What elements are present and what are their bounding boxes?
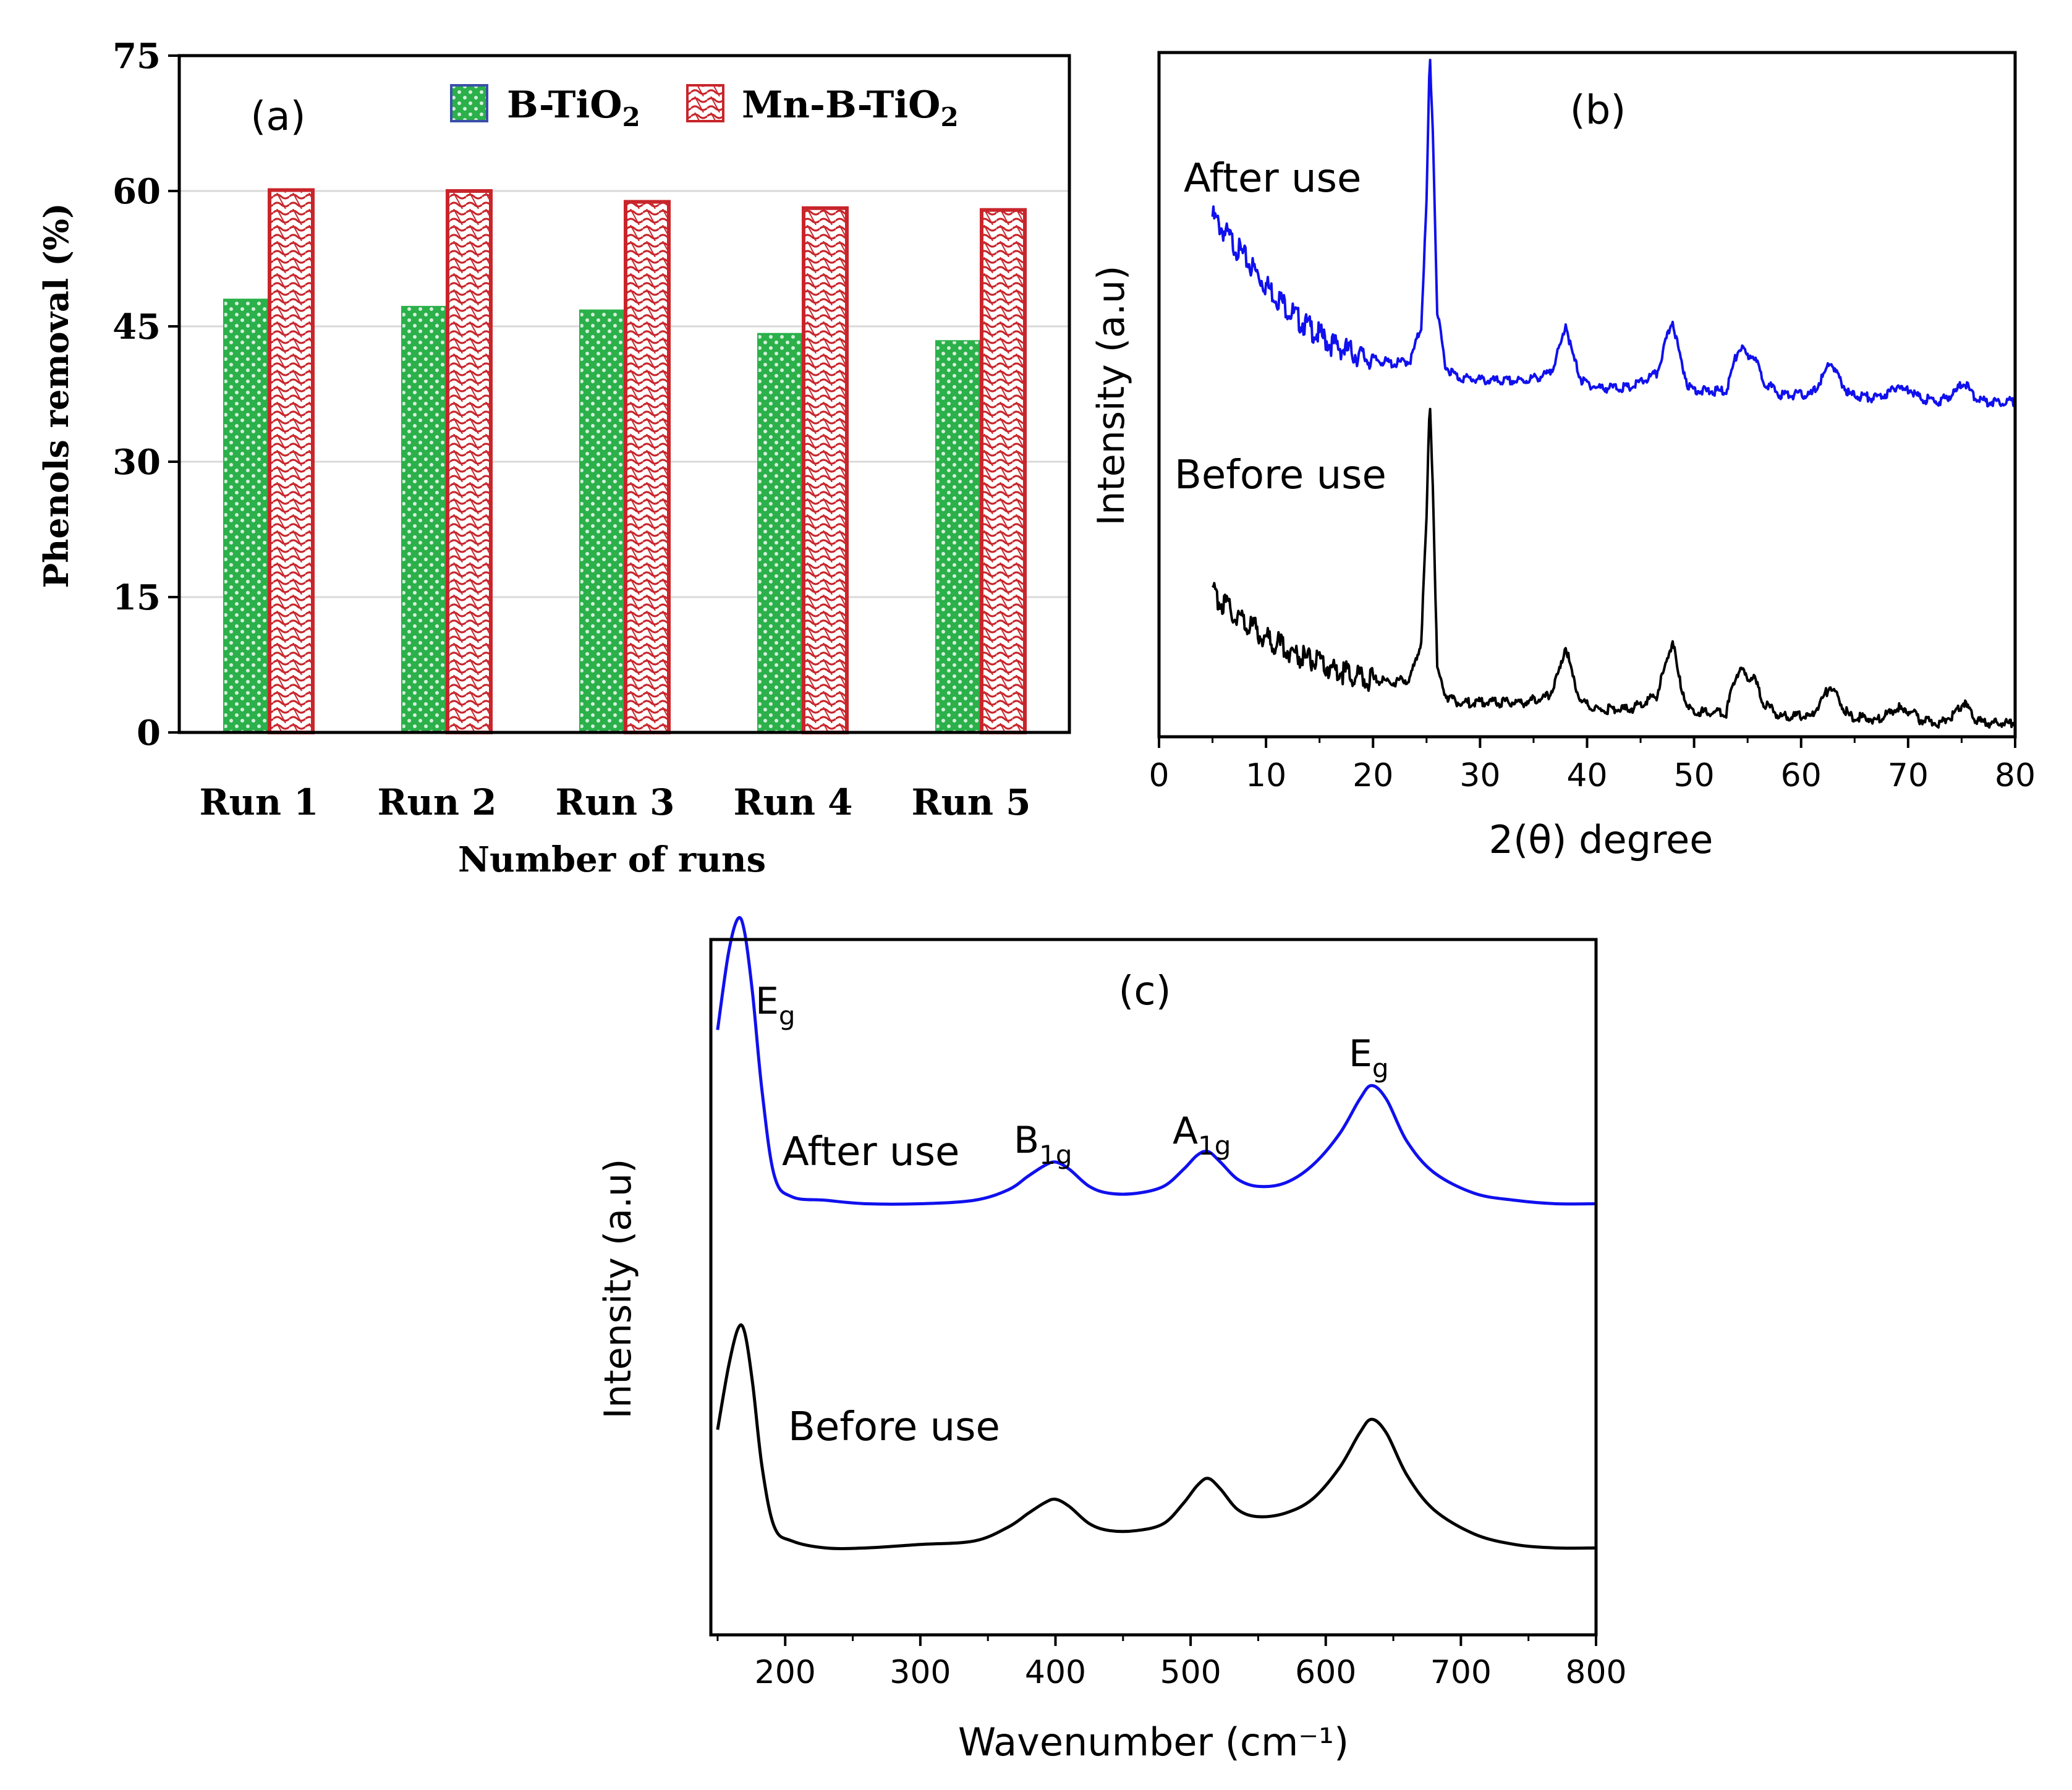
b-x-ticks: 0 10 20 30 40 50 60 70 80 xyxy=(1149,737,2036,794)
a-x-ticks: Run 1 Run 2 Run 3 Run 4 Run 5 xyxy=(199,781,1030,823)
bar-b-tio2-5 xyxy=(935,340,980,733)
a-y-tick-label: 30 xyxy=(113,442,161,483)
b-x-tick-label: 0 xyxy=(1149,757,1169,794)
c-x-tick-label: 400 xyxy=(1025,1654,1086,1691)
c-x-tick-label: 500 xyxy=(1160,1654,1221,1691)
a-y-tick-label: 0 xyxy=(137,713,161,753)
bar-mn-b-tio2-3 xyxy=(624,200,671,734)
panel-c: 200 300 400 500 600 700 800 (c) After use Befo… xyxy=(597,915,1627,1765)
c-peak-label-eg-1: Eg xyxy=(755,980,796,1031)
c-peak-label-b1g: B1g xyxy=(1014,1119,1072,1170)
panel-b: 0 10 20 30 40 50 60 70 80 (b) After use Before u… xyxy=(1090,51,2036,862)
c-x-ticks: 200 300 400 500 600 700 800 xyxy=(716,1635,1627,1691)
bar-b-tio2-3 xyxy=(579,309,624,734)
bar-b-tio2-1 xyxy=(223,299,268,733)
c-line-after-use xyxy=(716,915,1597,1206)
b-x-tick-label: 60 xyxy=(1781,757,1822,794)
b-x-tick-label: 80 xyxy=(1995,757,2036,794)
a-x-tick-label: Run 5 xyxy=(911,781,1030,823)
c-x-axis-label: Wavenumber (cm⁻¹) xyxy=(958,1720,1349,1765)
b-y-axis-label: Intensity (a.u) xyxy=(1090,266,1133,526)
c-peak-label-a1g: A1g xyxy=(1173,1109,1231,1161)
b-x-tick-label: 20 xyxy=(1352,757,1393,794)
bar-mn-b-tio2-5 xyxy=(980,208,1027,735)
bar-mn-b-tio2-4 xyxy=(802,206,849,734)
b-x-axis-label: 2(θ) degree xyxy=(1489,817,1713,862)
c-x-tick-label: 700 xyxy=(1430,1654,1492,1691)
a-x-axis-label: Number of runs xyxy=(458,839,766,880)
a-legend-swatch-1 xyxy=(450,84,488,122)
a-x-tick-label: Run 3 xyxy=(555,781,674,823)
c-panel-label: (c) xyxy=(1118,969,1171,1014)
b-x-tick-label: 70 xyxy=(1888,757,1929,794)
a-y-axis-label: Phenols removal (%) xyxy=(36,203,76,588)
a-legend-label-2: Mn-B-TiO2 xyxy=(742,83,959,132)
c-line-before-use xyxy=(716,1323,1597,1550)
a-legend-label-1: B-TiO2 xyxy=(507,83,640,132)
b-x-tick-label: 10 xyxy=(1246,757,1286,794)
bar-b-tio2-2 xyxy=(401,305,446,733)
a-legend: B-TiO2 Mn-B-TiO2 xyxy=(450,83,959,132)
a-panel-label: (a) xyxy=(250,94,305,140)
b-x-tick-label: 30 xyxy=(1459,757,1500,794)
b-line-before-use xyxy=(1211,407,2016,729)
bar-mn-b-tio2-1 xyxy=(268,188,315,735)
b-line-after-use xyxy=(1211,59,2016,408)
c-label-before-use: Before use xyxy=(788,1404,1000,1450)
a-y-tick-label: 75 xyxy=(113,36,161,77)
b-x-tick-label: 40 xyxy=(1566,757,1607,794)
c-x-tick-label: 600 xyxy=(1295,1654,1356,1691)
a-legend-swatch-2 xyxy=(686,84,724,122)
c-peak-label-eg-2: Eg xyxy=(1349,1032,1389,1084)
b-panel-label: (b) xyxy=(1570,88,1626,134)
a-plot-frame xyxy=(177,54,1071,734)
c-plot-frame xyxy=(709,938,1598,1637)
a-y-tick-label: 45 xyxy=(113,307,161,347)
a-y-tick-label: 15 xyxy=(113,577,161,618)
a-x-tick-label: Run 1 xyxy=(199,781,318,823)
c-x-tick-label: 300 xyxy=(890,1654,951,1691)
c-x-tick-label: 200 xyxy=(755,1654,816,1691)
a-x-tick-label: Run 4 xyxy=(733,781,852,823)
a-x-tick-label: Run 2 xyxy=(377,781,496,823)
c-y-axis-label: Intensity (a.u) xyxy=(597,1159,640,1419)
c-label-after-use: After use xyxy=(782,1129,959,1175)
b-label-before-use: Before use xyxy=(1174,452,1386,498)
panel-a: 0 15 30 45 60 75 Run 1 Run 2 Run 3 Run 4 Run 5 (a… xyxy=(36,36,1071,880)
bar-mn-b-tio2-2 xyxy=(446,189,493,734)
b-label-after-use: After use xyxy=(1184,156,1361,201)
c-x-tick-label: 800 xyxy=(1565,1654,1626,1691)
a-y-ticks: 0 15 30 45 60 75 xyxy=(113,36,179,753)
a-y-tick-label: 60 xyxy=(113,171,161,212)
b-x-tick-label: 50 xyxy=(1674,757,1715,794)
bar-b-tio2-4 xyxy=(757,333,802,733)
